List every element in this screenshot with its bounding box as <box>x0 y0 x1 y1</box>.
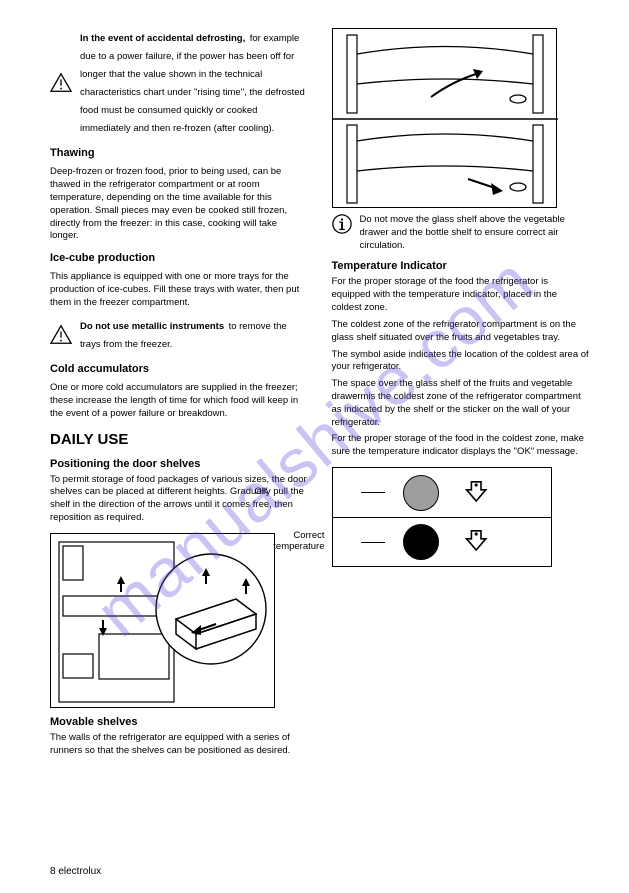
tempind-body2: The coldest zone of the refrigerator com… <box>332 319 590 345</box>
info-note-text: Do not move the glass shelf above the ve… <box>360 214 590 252</box>
temp-row-ok: OK <box>333 468 551 517</box>
icecubes-body: This appliance is equipped with one or m… <box>50 271 308 309</box>
ok-label: OK <box>255 486 269 497</box>
coldacc-body: One or more cold accumulators are suppli… <box>50 382 308 420</box>
movable-body: The walls of the refrigerator are equipp… <box>50 732 308 758</box>
correct-label: Correct temperature <box>255 530 325 553</box>
icecubes-heading: Ice-cube production <box>50 251 308 265</box>
movable-heading: Movable shelves <box>50 716 308 728</box>
right-column: Do not move the glass shelf above the ve… <box>332 28 590 758</box>
info-note: Do not move the glass shelf above the ve… <box>332 214 590 252</box>
warning-icon <box>50 318 72 352</box>
movable-shelves-figure <box>332 28 557 208</box>
door-shelves-figure <box>50 533 275 708</box>
leader-line <box>361 492 385 493</box>
black-dot-icon <box>403 524 439 560</box>
temp-row-correct: Correct temperature <box>333 517 551 566</box>
thermo-arrow-icon <box>457 478 489 508</box>
tempind-heading: Temperature Indicator <box>332 260 590 272</box>
defrost-body: for example due to a power failure, if t… <box>80 33 305 134</box>
doorshelves-heading: Positioning the door shelves <box>50 458 308 470</box>
tempind-body5: For the proper storage of the food in th… <box>332 433 590 459</box>
grey-dot-icon <box>403 475 439 511</box>
leader-line <box>361 542 385 543</box>
info-icon <box>332 214 352 234</box>
page-footer: 8 electrolux <box>50 866 101 877</box>
thawing-heading: Thawing <box>50 146 308 160</box>
tempind-body1: For the proper storage of the food the r… <box>332 276 590 314</box>
doorshelves-body: To permit storage of food packages of va… <box>50 474 308 525</box>
thermo-arrow-icon <box>457 527 489 557</box>
tempind-body4: The space over the glass shelf of the fr… <box>332 378 590 429</box>
daily-use-title: DAILY USE <box>50 431 308 448</box>
warning-icon <box>50 30 72 136</box>
temperature-indicator-figure: OK Correct temperature <box>332 467 552 567</box>
tempind-body3: The symbol aside indicates the location … <box>332 349 590 375</box>
metallic-heading: Do not use metallic instruments <box>80 321 224 332</box>
defrost-warning: In the event of accidental defrosting, f… <box>50 28 308 136</box>
left-column: In the event of accidental defrosting, f… <box>50 28 308 758</box>
defrost-heading: In the event of accidental defrosting, <box>80 33 245 44</box>
metallic-warning: Do not use metallic instruments to remov… <box>50 316 308 352</box>
thawing-body: Deep-frozen or frozen food, prior to bei… <box>50 166 308 243</box>
coldacc-heading: Cold accumulators <box>50 362 308 376</box>
